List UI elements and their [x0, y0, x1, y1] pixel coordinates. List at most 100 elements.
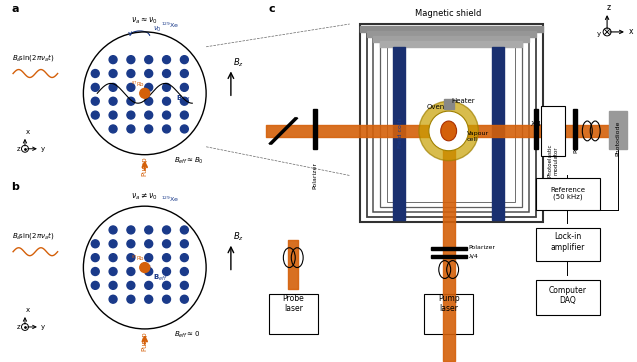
- Text: λ/4: λ/4: [468, 253, 478, 258]
- Circle shape: [145, 281, 153, 289]
- Circle shape: [145, 125, 153, 133]
- Text: $^{129}$Xe: $^{129}$Xe: [161, 195, 179, 205]
- Circle shape: [109, 56, 117, 64]
- Circle shape: [180, 295, 189, 303]
- Text: Photodiode: Photodiode: [615, 121, 620, 156]
- Text: z: z: [17, 146, 20, 152]
- Bar: [431, 255, 466, 258]
- Circle shape: [127, 295, 135, 303]
- Circle shape: [109, 240, 117, 248]
- Bar: [424, 294, 473, 334]
- Circle shape: [180, 240, 189, 248]
- Text: $\nu_a\approx\nu_0$: $\nu_a\approx\nu_0$: [131, 15, 158, 26]
- Bar: [387, 44, 515, 202]
- Circle shape: [127, 70, 135, 77]
- Circle shape: [180, 70, 189, 77]
- Ellipse shape: [441, 121, 457, 141]
- Circle shape: [162, 295, 171, 303]
- Circle shape: [180, 97, 189, 105]
- Text: Polarizer: Polarizer: [468, 245, 496, 250]
- Circle shape: [109, 295, 117, 303]
- Circle shape: [127, 83, 135, 91]
- Bar: [536, 228, 600, 261]
- Circle shape: [127, 125, 135, 133]
- Bar: [536, 178, 600, 210]
- Text: z: z: [17, 324, 20, 330]
- Circle shape: [91, 254, 99, 262]
- Circle shape: [91, 83, 99, 91]
- Circle shape: [180, 83, 189, 91]
- Text: x: x: [629, 28, 633, 37]
- Text: Computer
DAQ: Computer DAQ: [548, 286, 587, 305]
- Text: a: a: [11, 4, 18, 14]
- Circle shape: [180, 268, 189, 275]
- Circle shape: [419, 101, 478, 161]
- Bar: [269, 294, 318, 334]
- Circle shape: [109, 70, 117, 77]
- Bar: [380, 39, 522, 207]
- Text: b: b: [11, 182, 19, 192]
- Circle shape: [145, 56, 153, 64]
- Text: $B_z$: $B_z$: [233, 56, 244, 69]
- Bar: [313, 109, 317, 149]
- Text: Probe
laser: Probe laser: [282, 294, 304, 313]
- Circle shape: [127, 240, 135, 248]
- Text: y: y: [41, 146, 45, 152]
- Text: z: z: [607, 3, 611, 12]
- Circle shape: [91, 268, 99, 275]
- Circle shape: [109, 97, 117, 105]
- Text: Polarizer: Polarizer: [313, 162, 317, 189]
- Circle shape: [180, 254, 189, 262]
- Circle shape: [127, 111, 135, 119]
- Circle shape: [127, 281, 135, 289]
- Circle shape: [91, 97, 99, 105]
- Circle shape: [109, 83, 117, 91]
- Circle shape: [429, 111, 468, 151]
- Circle shape: [180, 281, 189, 289]
- Circle shape: [162, 268, 171, 275]
- Circle shape: [91, 240, 99, 248]
- Circle shape: [145, 226, 153, 234]
- Text: Reference
(50 kHz): Reference (50 kHz): [550, 186, 585, 200]
- Text: Oven: Oven: [427, 104, 445, 110]
- Text: Pump
laser: Pump laser: [438, 294, 459, 313]
- Circle shape: [162, 226, 171, 234]
- Circle shape: [109, 254, 117, 262]
- Text: $^{129}$Xe: $^{129}$Xe: [161, 21, 179, 30]
- Bar: [536, 281, 600, 315]
- Text: Photoelastic
modulator: Photoelastic modulator: [547, 144, 558, 177]
- Circle shape: [145, 97, 153, 105]
- Circle shape: [162, 83, 171, 91]
- Circle shape: [145, 83, 153, 91]
- Bar: [393, 47, 405, 220]
- Text: Heater: Heater: [452, 98, 475, 104]
- Text: x: x: [26, 307, 30, 313]
- Text: Pump: Pump: [142, 157, 148, 176]
- Text: y: y: [41, 324, 45, 330]
- Bar: [366, 29, 536, 217]
- Circle shape: [162, 254, 171, 262]
- Text: Polarizer: Polarizer: [573, 126, 578, 153]
- Circle shape: [162, 240, 171, 248]
- Text: y: y: [597, 31, 601, 37]
- Text: $B_z$: $B_z$: [233, 231, 244, 243]
- Circle shape: [127, 268, 135, 275]
- Circle shape: [109, 268, 117, 275]
- Text: Pump: Pump: [142, 331, 148, 351]
- Circle shape: [91, 111, 99, 119]
- Circle shape: [180, 125, 189, 133]
- Text: Lock-in
amplifier: Lock-in amplifier: [550, 232, 585, 252]
- Text: Field coils: Field coils: [397, 118, 403, 148]
- Text: $B_a\!\sin(2\pi\nu_a t)$: $B_a\!\sin(2\pi\nu_a t)$: [11, 230, 54, 241]
- Bar: [534, 109, 538, 149]
- Text: x: x: [26, 129, 30, 135]
- Bar: [380, 41, 522, 47]
- Circle shape: [145, 240, 153, 248]
- Circle shape: [180, 111, 189, 119]
- Circle shape: [91, 281, 99, 289]
- Text: $\nu_0$: $\nu_0$: [153, 25, 161, 34]
- Text: $B_a\!\sin(2\pi\nu_a t)$: $B_a\!\sin(2\pi\nu_a t)$: [11, 52, 54, 63]
- Bar: [492, 47, 504, 220]
- Circle shape: [109, 281, 117, 289]
- Bar: [609, 111, 627, 149]
